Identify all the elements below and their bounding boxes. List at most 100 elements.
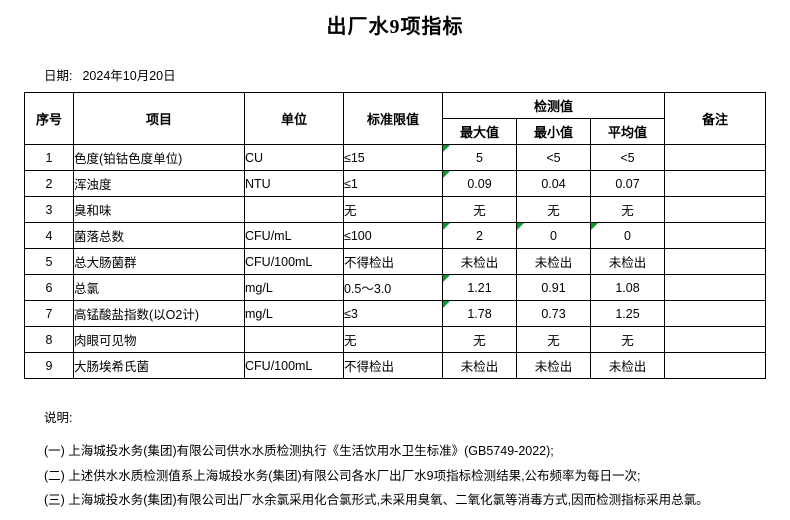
page-title: 出厂水9项指标 <box>326 16 464 38</box>
header-no: 序号 <box>24 92 74 145</box>
cell-limit: ≤3 <box>343 300 443 327</box>
cell-note <box>664 326 766 353</box>
header-note: 备注 <box>664 92 766 145</box>
note-line: (二) 上述供水水质检测值系上海城投水务(集团)有限公司各水厂出厂水9项指标检测… <box>44 468 641 483</box>
cell-item: 总大肠菌群 <box>73 248 245 275</box>
cell-no: 6 <box>24 274 74 301</box>
cell-note <box>664 274 766 301</box>
header-min: 最小值 <box>516 118 591 145</box>
cell-limit: 0.5～3.0 <box>343 274 443 301</box>
table-body: 1 色度(铂钴色度单位) CU ≤15 5 <5 <5 2 浑浊度 NTU ≤1 0.09 0.04 0.… <box>24 144 766 379</box>
cell-avg: 0.07 <box>590 170 665 197</box>
cell-item: 高锰酸盐指数(以O2计) <box>73 300 245 327</box>
table-row: 1 色度(铂钴色度单位) CU ≤15 5 <5 <5 <box>24 144 766 171</box>
header-limit: 标准限值 <box>343 92 443 145</box>
header-row-1: 序号 项目 单位 标准限值 检测值 备注 <box>24 92 766 145</box>
table-head: 序号 项目 单位 标准限值 检测值 备注 最大值 最小值 平均值 <box>24 92 766 145</box>
header-avg: 平均值 <box>590 118 665 145</box>
table-row: 8 肉眼可见物无无无无 <box>24 326 766 353</box>
cell-max: 5 <box>442 144 517 171</box>
report-table-wrapper: 序号 项目 单位 标准限值 检测值 备注 最大值 最小值 平均值 1 色度(铂钴色… <box>24 92 766 379</box>
note-line: (三) 上海城投水务(集团)有限公司出厂水余氯采用化合氯形式,未采用臭氧、二氧化… <box>44 493 709 508</box>
cell-avg: <5 <box>590 144 665 171</box>
cell-no: 5 <box>24 248 74 275</box>
notes-list: (一) 上海城投水务(集团)有限公司供水水质检测执行《生活饮用水卫生标准》(GB… <box>44 442 790 510</box>
cell-avg: 1.08 <box>590 274 665 301</box>
cell-unit: mg/L <box>244 300 344 327</box>
cell-max: 无 <box>442 326 517 353</box>
cell-no: 3 <box>24 196 74 223</box>
cell-no: 1 <box>24 144 74 171</box>
cell-item: 菌落总数 <box>73 222 245 249</box>
cell-avg: 未检出 <box>590 248 665 275</box>
cell-avg: 1.25 <box>590 300 665 327</box>
table-row: 7 高锰酸盐指数(以O2计) mg/L ≤3 1.78 0.73 1.25 <box>24 300 766 327</box>
table-row: 5 总大肠菌群 CFU/100mL 不得检出 未检出 未检出 未检出 <box>24 248 766 275</box>
cell-unit: CFU/mL <box>244 222 344 249</box>
date-label: 日期: <box>44 69 73 83</box>
date-value: 2024年10月20日 <box>82 69 176 83</box>
cell-limit: ≤15 <box>343 144 443 171</box>
cell-min: 未检出 <box>516 248 591 275</box>
cell-max: 1.21 <box>442 274 517 301</box>
cell-item: 大肠埃希氏菌 <box>73 352 245 379</box>
cell-unit: CFU/100mL <box>244 248 344 275</box>
cell-min: 0.91 <box>516 274 591 301</box>
table-row: 6 总氯 mg/L 0.5～3.0 1.21 0.91 1.08 <box>24 274 766 301</box>
table-row: 3 臭和味无无无无 <box>24 196 766 223</box>
cell-min: 0.04 <box>516 170 591 197</box>
cell-unit: CU <box>244 144 344 171</box>
cell-avg: 0 <box>590 222 665 249</box>
cell-item: 肉眼可见物 <box>73 326 245 353</box>
cell-limit: ≤1 <box>343 170 443 197</box>
note-line: (一) 上海城投水务(集团)有限公司供水水质检测执行《生活饮用水卫生标准》(GB… <box>44 444 554 459</box>
table-row: 9 大肠埃希氏菌 CFU/100mL 不得检出 未检出 未检出 未检出 <box>24 352 766 379</box>
cell-limit: 不得检出 <box>343 352 443 379</box>
cell-item: 浑浊度 <box>73 170 245 197</box>
cell-min: <5 <box>516 144 591 171</box>
cell-note <box>664 170 766 197</box>
cell-no: 8 <box>24 326 74 353</box>
cell-max: 无 <box>442 196 517 223</box>
cell-limit: 无 <box>343 196 443 223</box>
table-row: 2 浑浊度 NTU ≤1 0.09 0.04 0.07 <box>24 170 766 197</box>
cell-note <box>664 248 766 275</box>
cell-max: 0.09 <box>442 170 517 197</box>
cell-item: 总氯 <box>73 274 245 301</box>
cell-min: 无 <box>516 326 591 353</box>
cell-max: 2 <box>442 222 517 249</box>
cell-max: 未检出 <box>442 352 517 379</box>
cell-no: 7 <box>24 300 74 327</box>
cell-note <box>664 144 766 171</box>
cell-no: 9 <box>24 352 74 379</box>
cell-unit: mg/L <box>244 274 344 301</box>
cell-note <box>664 196 766 223</box>
cell-max: 未检出 <box>442 248 517 275</box>
date-line: 日期: 2024年10月20日 <box>44 65 790 84</box>
cell-min: 未检出 <box>516 352 591 379</box>
cell-unit <box>244 326 344 353</box>
cell-no: 4 <box>24 222 74 249</box>
cell-limit: ≤100 <box>343 222 443 249</box>
cell-note <box>664 222 766 249</box>
cell-min: 0.73 <box>516 300 591 327</box>
cell-max: 1.78 <box>442 300 517 327</box>
cell-min: 无 <box>516 196 591 223</box>
header-item: 项目 <box>73 92 245 145</box>
cell-avg: 无 <box>590 326 665 353</box>
cell-item: 臭和味 <box>73 196 245 223</box>
table-row: 4 菌落总数 CFU/mL ≤100 2 0 0 <box>24 222 766 249</box>
notes-title: 说明: <box>44 411 73 425</box>
header-max: 最大值 <box>442 118 517 145</box>
notes-section: 说明: (一) 上海城投水务(集团)有限公司供水水质检测执行《生活饮用水卫生标准… <box>44 409 790 511</box>
cell-note <box>664 352 766 379</box>
cell-no: 2 <box>24 170 74 197</box>
cell-avg: 未检出 <box>590 352 665 379</box>
cell-limit: 不得检出 <box>343 248 443 275</box>
cell-item: 色度(铂钴色度单位) <box>73 144 245 171</box>
cell-unit <box>244 196 344 223</box>
cell-min: 0 <box>516 222 591 249</box>
cell-note <box>664 300 766 327</box>
header-row-2: 最大值 最小值 平均值 <box>25 118 766 145</box>
cell-unit: NTU <box>244 170 344 197</box>
